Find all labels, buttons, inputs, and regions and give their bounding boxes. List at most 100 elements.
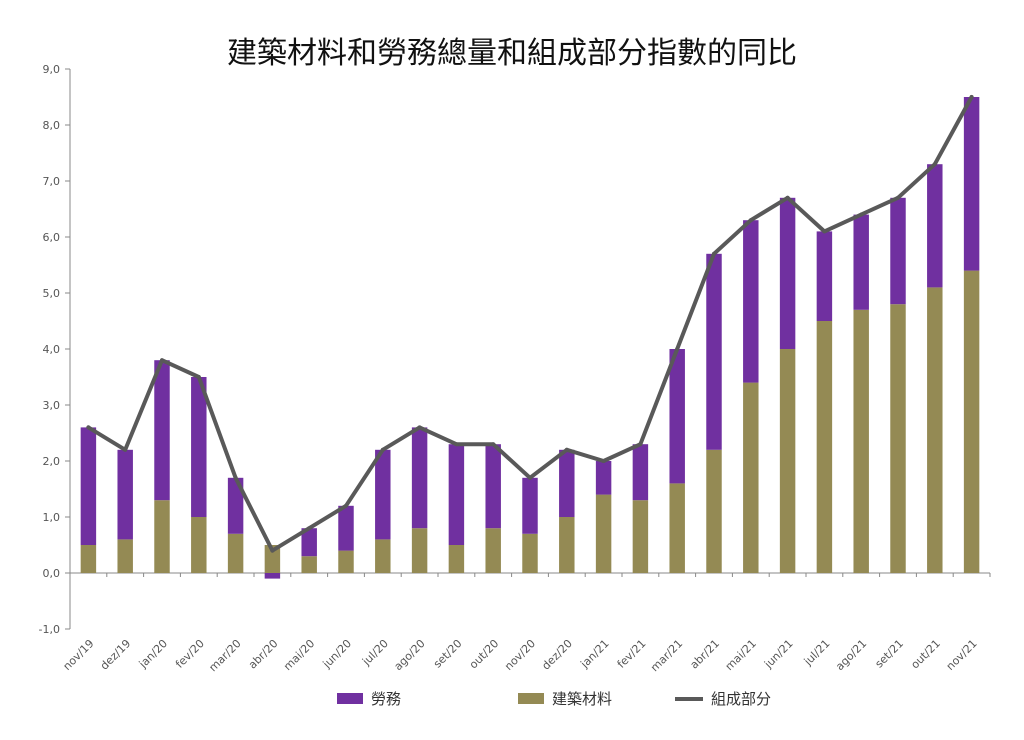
chart-title: 建築材料和勞務總量和組成部分指數的同比 [227,36,797,71]
bar-materials [117,539,133,573]
bar-materials [411,528,428,573]
bar-labor [963,97,980,271]
bar-labor [338,505,354,551]
bar-labor [301,528,317,557]
point-composite [932,162,937,167]
bar-materials [779,349,796,573]
bar-materials [191,517,207,573]
bar-materials [80,545,97,573]
legend-item-materials: 建築材料 [518,688,612,709]
point-composite [380,447,385,452]
point-composite [344,503,348,508]
y-tick-label: 3,0 [43,399,61,412]
point-composite [785,195,790,200]
point-composite [86,425,91,430]
bar-labor [706,253,722,450]
y-tick-label: 9,0 [43,63,61,76]
legend-label-composite: 組成部分 [711,690,772,708]
point-composite [528,475,532,480]
x-tick-label: ago/21 [833,637,869,673]
bar-materials [227,533,244,573]
x-tick-label: jan/20 [136,637,170,671]
bar-materials [706,449,722,573]
bar-labor [816,231,833,321]
point-composite [859,212,864,217]
bar-labor [522,477,538,534]
x-tick-label: jun/20 [320,637,354,671]
x-tick-label: out/20 [467,637,501,671]
bar-materials [927,287,943,573]
point-composite [675,347,680,351]
bar-labor [117,449,133,540]
y-tick-label: 6,0 [43,231,61,244]
bar-materials [485,528,501,573]
y-tick-label: 8,0 [43,119,61,132]
bar-materials [963,270,980,573]
bar-materials [632,500,649,573]
bar-materials [669,483,685,573]
bar-materials [559,517,575,573]
x-tick-label: mai/20 [281,637,317,673]
bar-materials [816,321,833,573]
y-tick-label: 1,0 [43,511,61,524]
y-tick-label: -1,0 [39,623,60,636]
bar-materials [264,545,281,573]
legend-swatch-materials [518,693,544,704]
bar-labor [632,444,649,501]
bar-materials [375,539,391,573]
bar-labor [853,214,869,310]
bar-labor [191,377,207,517]
bar-labor [743,220,759,383]
x-tick-label: fev/21 [615,637,649,671]
bar-labor [264,573,281,579]
point-composite [233,475,238,480]
bar-labor [485,444,501,529]
point-composite [822,229,827,234]
x-tick-label: jun/21 [761,637,795,671]
x-tick-label: abr/21 [688,637,723,672]
bar-labor [80,427,97,545]
bar-labor [890,197,906,305]
point-composite [160,358,164,363]
point-composite [454,442,459,447]
y-tick-label: 0,0 [43,567,61,580]
x-tick-label: nov/21 [944,637,980,673]
legend-item-labor: 勞務 [337,688,401,709]
x-tick-label: jul/20 [359,637,391,669]
bar-labor [927,164,943,288]
point-composite [748,218,753,223]
bar-labor [448,444,465,545]
x-tick-label: jul/21 [801,637,833,669]
x-tick-label: set/21 [873,637,907,671]
point-composite [196,375,201,379]
x-tick-label: mai/21 [723,637,759,673]
x-tick-label: dez/20 [539,637,575,673]
point-composite [712,251,716,256]
x-tick-label: nov/20 [502,637,538,673]
x-tick-label: ago/20 [392,637,428,673]
point-composite [969,95,974,99]
x-tick-label: nov/19 [61,637,97,673]
bar-materials [154,500,170,573]
bar-materials [743,382,759,573]
x-tick-label: abr/20 [246,637,281,672]
legend-label-materials: 建築材料 [552,690,613,708]
bar-materials [448,545,465,573]
legend-label-labor: 勞務 [371,690,402,708]
x-tick-label: dez/19 [98,637,134,673]
legend-item-composite: 組成部分 [675,688,771,709]
point-composite [307,526,312,531]
x-tick-label: fev/20 [173,637,207,671]
y-tick-label: 4,0 [43,343,61,356]
bar-materials [301,556,317,573]
bar-labor [411,427,428,529]
y-tick-label: 7,0 [43,175,61,188]
bar-materials [338,550,354,573]
y-tick-label: 5,0 [43,287,61,300]
bar-labor [779,197,796,349]
bar-materials [890,304,906,573]
point-composite [123,447,128,452]
bar-labor [375,449,391,540]
x-tick-label: set/20 [431,637,465,671]
point-composite [491,442,496,447]
